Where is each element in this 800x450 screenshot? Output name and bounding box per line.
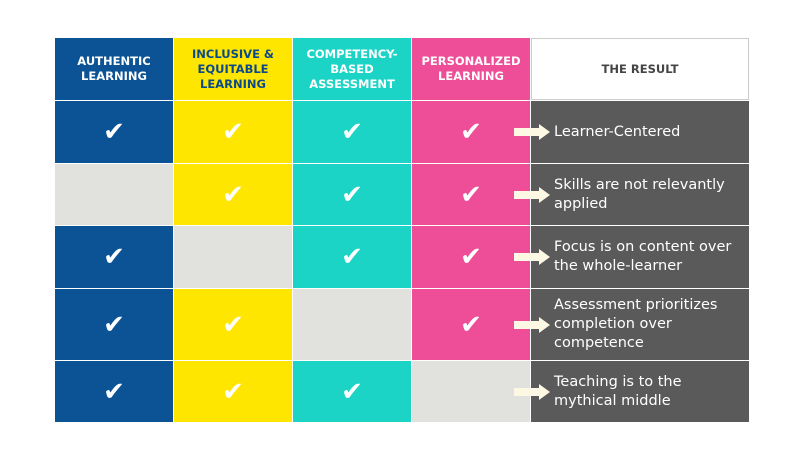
checkmark-icon: ✔ (341, 179, 363, 210)
header-personalized-learning: PERSONALIZED LEARNING (412, 38, 530, 100)
result-cell: Teaching is to the mythical middle (514, 361, 749, 422)
header-label: THE RESULT (601, 61, 679, 76)
cell-competency-based-assessment: ✔ (293, 101, 411, 163)
cell-inclusive-equitable-learning: ✔ (174, 101, 292, 163)
header-inclusive-equitable-learning: INCLUSIVE & EQUITABLE LEARNING (174, 38, 292, 100)
header-the-result: THE RESULT (531, 38, 749, 100)
result-cell: Focus is on content over the whole-learn… (514, 226, 749, 288)
arrow-right-icon (514, 124, 550, 140)
cell-competency-based-assessment: ✔ (293, 361, 411, 422)
cell-authentic-learning (55, 164, 173, 225)
result-text: Learner-Centered (554, 123, 681, 140)
header-competency-based-assessment: COMPETENCY-BASED ASSESSMENT (293, 38, 411, 100)
checkmark-icon: ✔ (103, 376, 125, 407)
cell-authentic-learning: ✔ (55, 361, 173, 422)
cell-personalized-learning: ✔ (412, 101, 530, 163)
checkmark-icon: ✔ (222, 179, 244, 210)
cell-authentic-learning: ✔ (55, 101, 173, 163)
checkmark-icon: ✔ (103, 309, 125, 340)
result-text: Teaching is to the mythical middle (554, 373, 682, 409)
cell-competency-based-assessment: ✔ (293, 164, 411, 225)
cell-competency-based-assessment (293, 289, 411, 360)
cell-personalized-learning: ✔ (412, 164, 530, 225)
checkmark-icon: ✔ (460, 309, 482, 340)
cell-authentic-learning: ✔ (55, 226, 173, 288)
cell-inclusive-equitable-learning: ✔ (174, 164, 292, 225)
result-cell: Skills are not relevantly applied (514, 164, 749, 225)
arrow-right-icon (514, 316, 550, 333)
checkmark-icon: ✔ (222, 376, 244, 407)
arrow-right-icon (514, 383, 550, 400)
checkmark-icon: ✔ (341, 376, 363, 407)
checkmark-icon: ✔ (460, 179, 482, 210)
checkmark-icon: ✔ (460, 117, 482, 147)
cell-inclusive-equitable-learning: ✔ (174, 289, 292, 360)
result-text: Focus is on content over the whole-learn… (554, 239, 732, 274)
result-cell: Learner-Centered (514, 101, 749, 163)
cell-personalized-learning: ✔ (412, 226, 530, 288)
header-label: COMPETENCY-BASED ASSESSMENT (306, 46, 398, 91)
arrow-right-icon (514, 249, 550, 265)
header-label: PERSONALIZED LEARNING (421, 54, 521, 83)
result-text: Assessment prioritizes completion over c… (554, 297, 718, 351)
header-authentic-learning: AUTHENTIC LEARNING (55, 38, 173, 100)
result-cell: Assessment prioritizes completion over c… (514, 289, 749, 360)
cell-competency-based-assessment: ✔ (293, 226, 411, 288)
comparison-table: AUTHENTIC LEARNING INCLUSIVE & EQUITABLE … (55, 38, 749, 423)
header-label: INCLUSIVE & EQUITABLE LEARNING (192, 46, 274, 91)
cell-inclusive-equitable-learning (174, 226, 292, 288)
checkmark-icon: ✔ (341, 117, 363, 147)
checkmark-icon: ✔ (103, 117, 125, 147)
checkmark-icon: ✔ (103, 242, 125, 272)
cell-inclusive-equitable-learning: ✔ (174, 361, 292, 422)
result-text: Skills are not relevantly applied (554, 176, 725, 212)
checkmark-icon: ✔ (341, 242, 363, 272)
cell-personalized-learning (412, 361, 530, 422)
cell-authentic-learning: ✔ (55, 289, 173, 360)
checkmark-icon: ✔ (222, 117, 244, 147)
header-label: AUTHENTIC LEARNING (77, 54, 151, 83)
checkmark-icon: ✔ (222, 309, 244, 340)
arrow-right-icon (514, 186, 550, 203)
checkmark-icon: ✔ (460, 242, 482, 272)
cell-personalized-learning: ✔ (412, 289, 530, 360)
